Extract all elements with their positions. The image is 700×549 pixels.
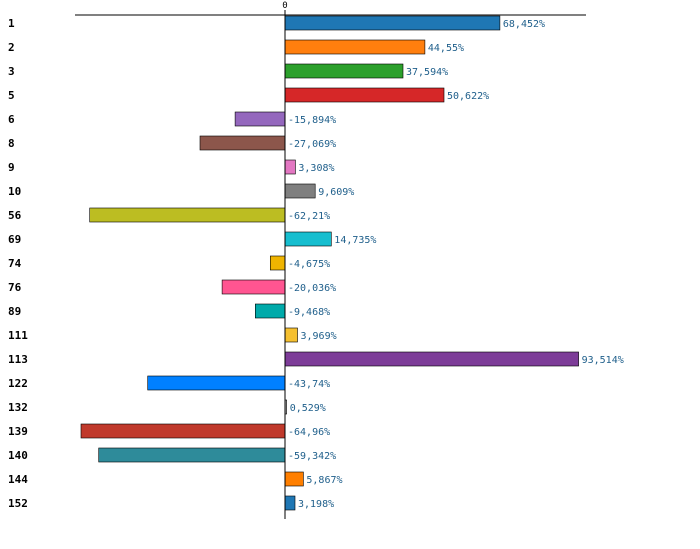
value-label-5: 50,622% (447, 91, 489, 102)
category-label-122: 122 (8, 377, 28, 390)
bar-139 (80, 423, 286, 439)
zero-tick-label: 0 (282, 1, 287, 11)
bar-6 (234, 111, 286, 127)
bar-56 (89, 207, 286, 223)
bar-122 (147, 375, 286, 391)
category-label-139: 139 (8, 425, 28, 438)
value-label-6: -15,894% (288, 115, 336, 126)
value-label-69: 14,735% (334, 235, 376, 246)
category-label-1: 1 (8, 17, 15, 30)
value-label-74: -4,675% (288, 259, 330, 270)
bar-76 (221, 279, 286, 295)
category-label-89: 89 (8, 305, 21, 318)
bar-144 (284, 471, 304, 487)
value-label-144: 5,867% (306, 475, 342, 486)
category-label-76: 76 (8, 281, 22, 294)
category-label-144: 144 (8, 473, 28, 486)
category-label-132: 132 (8, 401, 28, 414)
bar-89 (255, 303, 286, 319)
category-label-140: 140 (8, 449, 28, 462)
category-label-6: 6 (8, 113, 15, 126)
category-label-69: 69 (8, 233, 21, 246)
category-label-5: 5 (8, 89, 15, 102)
bar-2 (284, 39, 426, 55)
bar-152 (284, 495, 296, 511)
value-label-10: 9,609% (318, 187, 354, 198)
category-labels-group: 1235689105669747689111113122132139140144… (8, 17, 28, 510)
value-label-140: -59,342% (288, 451, 336, 462)
category-label-2: 2 (8, 41, 15, 54)
value-label-152: 3,198% (298, 499, 334, 510)
value-label-8: -27,069% (288, 139, 336, 150)
value-label-113: 93,514% (582, 355, 624, 366)
value-labels-group: 68,452% 44,55% 37,594% 50,622% -15,894% -27,0… (288, 19, 624, 510)
value-label-76: -20,036% (288, 283, 336, 294)
category-label-10: 10 (8, 185, 21, 198)
category-label-56: 56 (8, 209, 22, 222)
bar-1 (284, 15, 501, 31)
value-label-56: -62,21% (288, 211, 330, 222)
value-label-2: 44,55% (428, 43, 464, 54)
category-label-3: 3 (8, 65, 15, 78)
bar-3 (284, 63, 404, 79)
bar-69 (284, 231, 332, 247)
bar-113 (284, 351, 579, 367)
category-label-9: 9 (8, 161, 15, 174)
category-label-113: 113 (8, 353, 28, 366)
bar-9 (284, 159, 296, 175)
bar-8 (199, 135, 286, 151)
category-label-111: 111 (8, 329, 28, 342)
bar-111 (284, 327, 298, 343)
bars-group (80, 15, 579, 511)
category-label-152: 152 (8, 497, 28, 510)
value-label-111: 3,969% (301, 331, 337, 342)
bar-10 (284, 183, 316, 199)
category-label-74: 74 (8, 257, 22, 270)
value-label-122: -43,74% (288, 379, 330, 390)
value-label-139: -64,96% (288, 427, 330, 438)
bar-74 (269, 255, 286, 271)
value-label-9: 3,308% (298, 163, 334, 174)
bar-5 (284, 87, 445, 103)
value-label-3: 37,594% (406, 67, 448, 78)
bar-140 (98, 447, 286, 463)
value-label-1: 68,452% (503, 19, 545, 30)
category-label-8: 8 (8, 137, 15, 150)
value-label-132: 0,529% (290, 403, 326, 414)
value-label-89: -9,468% (288, 307, 330, 318)
